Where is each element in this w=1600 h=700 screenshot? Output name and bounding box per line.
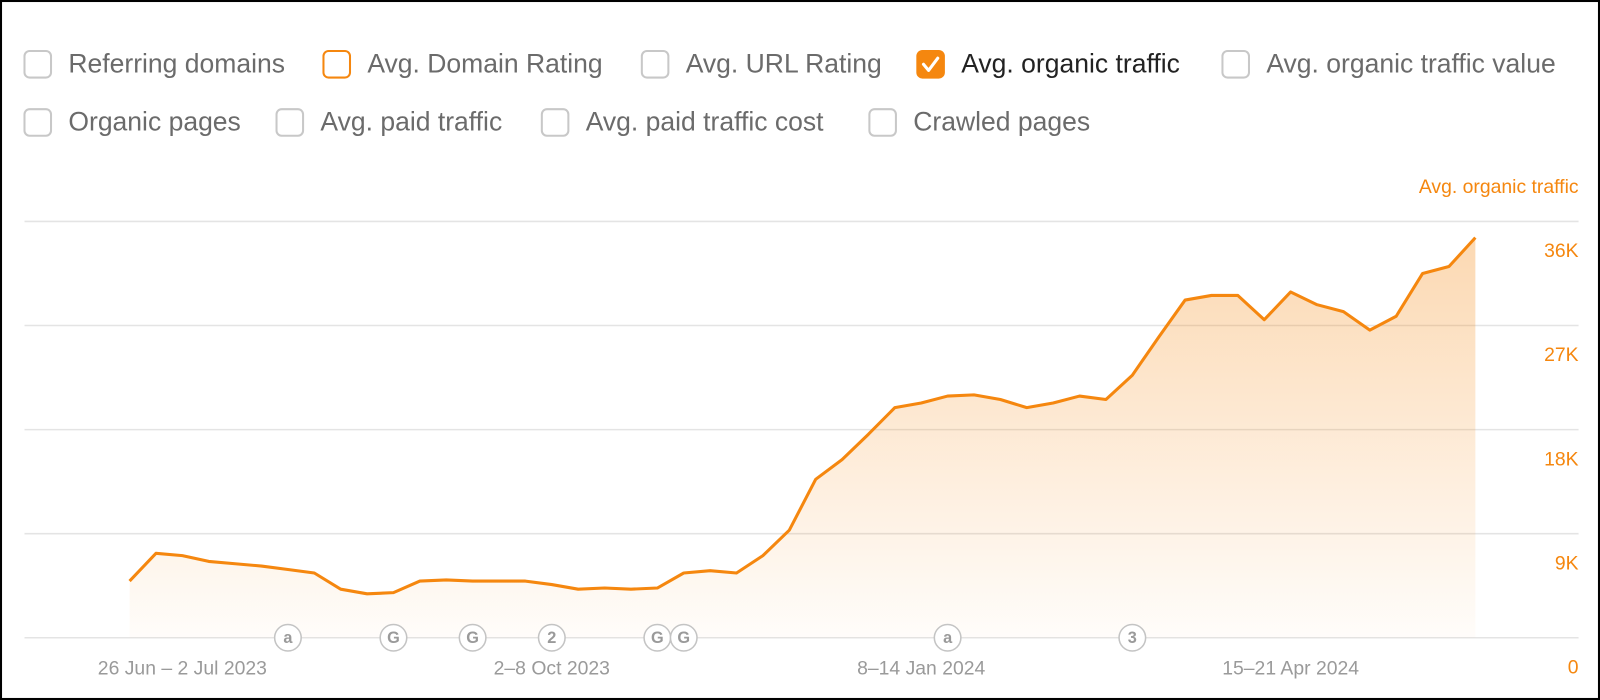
x-tick-label: 15–21 Apr 2024 [1222,658,1359,680]
toggle-label: Avg. Domain Rating [367,48,602,78]
event-label: 3 [1128,629,1137,647]
event-circle [669,623,698,652]
event-label: 2 [547,629,556,647]
toggle[interactable]: Avg. URL Rating [640,48,882,79]
checkbox [640,50,670,79]
toggle-label: Referring domains [68,48,285,78]
checkbox [275,108,305,137]
event-label: a [943,629,953,647]
toggle-label: Avg. organic traffic [961,48,1180,78]
event-marker[interactable]: G [643,623,672,652]
toggle-label: Avg. paid traffic [320,106,502,136]
event-marker[interactable]: 2 [537,623,566,652]
toggle[interactable]: Avg. organic traffic value [1221,48,1556,79]
y-tick-label: 27K [1544,344,1579,366]
event-circle [537,623,566,652]
checkbox [540,108,570,137]
event-marker[interactable]: G [379,623,408,652]
event-marker[interactable]: a [273,623,302,652]
y-tick-label: 9K [1555,552,1579,574]
toggle[interactable]: Avg. Domain Rating [322,48,603,79]
y-tick-label: 0 [1568,656,1579,678]
checkbox [868,108,897,137]
y-tick-label: 36K [1544,240,1579,262]
toggle[interactable]: Avg. paid traffic [275,106,503,137]
event-circle [379,623,408,652]
x-tick-label: 2–8 Oct 2023 [494,658,610,680]
checkmark [921,56,940,72]
event-marker[interactable]: 3 [1118,623,1147,652]
event-circle [933,623,962,652]
toggle[interactable]: Avg. organic traffic [916,48,1180,79]
event-marker[interactable]: G [669,623,698,652]
area [129,237,1476,638]
checkbox [322,50,352,79]
toggle[interactable]: Referring domains [23,48,285,79]
line [128,236,1477,596]
event-marker[interactable]: a [933,623,962,652]
toggle[interactable]: Crawled pages [868,106,1090,137]
x-tick-label: 26 Jun – 2 Jul 2023 [98,658,267,680]
toggle-label: Avg. URL Rating [686,48,882,78]
series-label: Avg. organic traffic [1419,176,1579,198]
checkbox [916,50,945,79]
toggle-label: Avg. paid traffic cost [586,106,824,136]
event-label: a [283,629,293,647]
toggle[interactable]: Avg. paid traffic cost [540,106,824,137]
event-circle [458,623,487,652]
toggle-label: Organic pages [68,106,240,136]
toggle[interactable]: Organic pages [23,106,241,137]
event-circle [273,623,302,652]
event-label: G [387,629,400,647]
y-tick-label: 18K [1544,448,1579,470]
event-label: G [677,629,690,647]
checkbox [23,50,53,79]
checkbox [23,108,53,137]
x-tick-label: 8–14 Jan 2024 [857,658,985,680]
event-label: G [466,629,479,647]
event-marker[interactable]: G [458,623,487,652]
toggle-label: Crawled pages [913,106,1090,136]
event-circle [1118,623,1147,652]
event-label: G [651,629,664,647]
toggle-label: Avg. organic traffic value [1266,48,1555,78]
checkbox [1221,50,1250,79]
